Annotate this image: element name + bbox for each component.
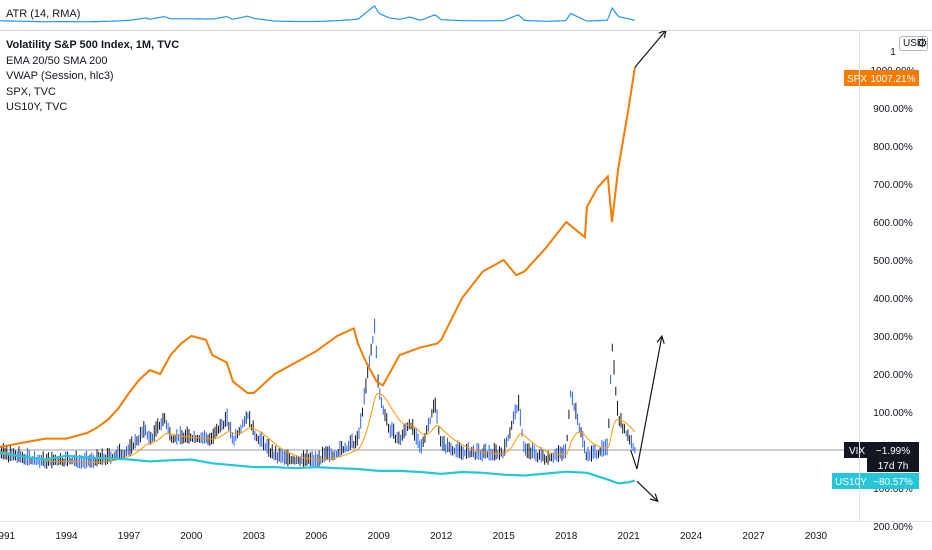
x-tick-label: 1994 (55, 531, 78, 542)
x-tick-label: 2030 (805, 531, 828, 542)
y-tick-label: 600.00% (873, 218, 913, 229)
x-tick-label: 2021 (617, 531, 640, 542)
y-tick-label: 100.00% (873, 484, 913, 495)
projection-arrowhead (649, 493, 659, 503)
vix-badge-countdown: 17d 7h (878, 461, 909, 472)
x-tick-label: 2000 (180, 531, 203, 542)
legend-line-us10y[interactable]: US10Y, TVC (6, 101, 68, 113)
projection-arrowhead (658, 31, 667, 39)
vix-badge[interactable]: VIX −1.99% 17d 7h (844, 442, 919, 472)
us10y-badge-value: −80.57% (873, 477, 913, 488)
projection-connector (630, 449, 638, 470)
x-tick-label: 2027 (742, 531, 765, 542)
legend-line-vwap[interactable]: VWAP (Session, hlc3) (6, 70, 114, 82)
atr-label: ATR (14, RMA) (6, 8, 81, 20)
us10y-badge-value-box (867, 473, 919, 489)
y-tick-label: 700.00% (873, 180, 913, 191)
us10y-badge[interactable]: US10Y −80.57% (832, 473, 919, 489)
x-tick-label: 2018 (555, 531, 578, 542)
x-tick-label: 2009 (368, 531, 391, 542)
x-tick-label: 2003 (243, 531, 266, 542)
y-tick-label: 400.00% (873, 294, 913, 305)
y-tick-label: 100.00% (873, 408, 913, 419)
vix-badge-value: −1.99% (876, 446, 910, 457)
x-tick-label: 2006 (305, 531, 328, 542)
projection-arrow[interactable] (636, 480, 659, 502)
projection-arrowhead (656, 334, 665, 344)
y-tick-label: 500.00% (873, 256, 913, 267)
gear-icon[interactable]: ⚙ (917, 36, 928, 50)
x-tick-label: 1997 (118, 531, 141, 542)
y-tick-label: 1 (890, 47, 896, 58)
spx-badge-value: 1007.21% (870, 74, 915, 85)
atr-pane: ATR (14, RMA) (0, 0, 932, 30)
legend-line-spx[interactable]: SPX, TVC (6, 85, 56, 98)
us10y-line[interactable] (0, 450, 636, 485)
spx-badge-name: SPX (847, 74, 867, 85)
y-tick-label: 200.00% (873, 522, 913, 533)
pane-divider[interactable] (0, 30, 932, 31)
atr-line (0, 5, 636, 23)
y-tick-label: 200.00% (873, 370, 913, 381)
spx-badge-value-box (867, 70, 919, 86)
time-scale-border (0, 521, 932, 522)
y-tick-label: 300.00% (873, 332, 913, 343)
price-scale-border (859, 31, 860, 521)
x-tick-label: 1991 (0, 531, 16, 542)
currency-button[interactable]: USD (899, 36, 929, 51)
us10y-badge-name: US10Y (835, 477, 867, 488)
vix-ema-line (0, 392, 636, 463)
atr-plot (0, 5, 636, 23)
vix-badge-countdown-box (867, 458, 919, 472)
main-chart[interactable]: 11000.00%900.00%800.00%700.00%600.00%500… (0, 31, 932, 550)
spx-line[interactable] (0, 67, 636, 450)
x-tick-label: 2012 (430, 531, 453, 542)
x-tick-label: 2015 (493, 531, 516, 542)
vix-badge-name: VIX (849, 446, 865, 457)
y-tick-label: 800.00% (873, 142, 913, 153)
y-tick-label: 900.00% (873, 104, 913, 115)
legend-title[interactable]: Volatility S&P 500 Index, 1M, TVC (6, 39, 180, 51)
us10y-badge-name-box (832, 473, 870, 489)
spx-badge-name-box (844, 70, 870, 86)
vix-badge-name-box (844, 442, 870, 458)
spx-badge[interactable]: SPX 1007.21% (844, 70, 919, 86)
vix-badge-value-box (867, 442, 919, 458)
chart-legend: Volatility S&P 500 Index, 1M, TVC EMA 20… (6, 38, 179, 116)
x-tick-label: 2024 (680, 531, 703, 542)
projection-arrow[interactable] (636, 335, 663, 470)
legend-line-ema[interactable]: EMA 20/50 SMA 200 (6, 54, 108, 67)
projection-arrow[interactable] (634, 31, 667, 68)
